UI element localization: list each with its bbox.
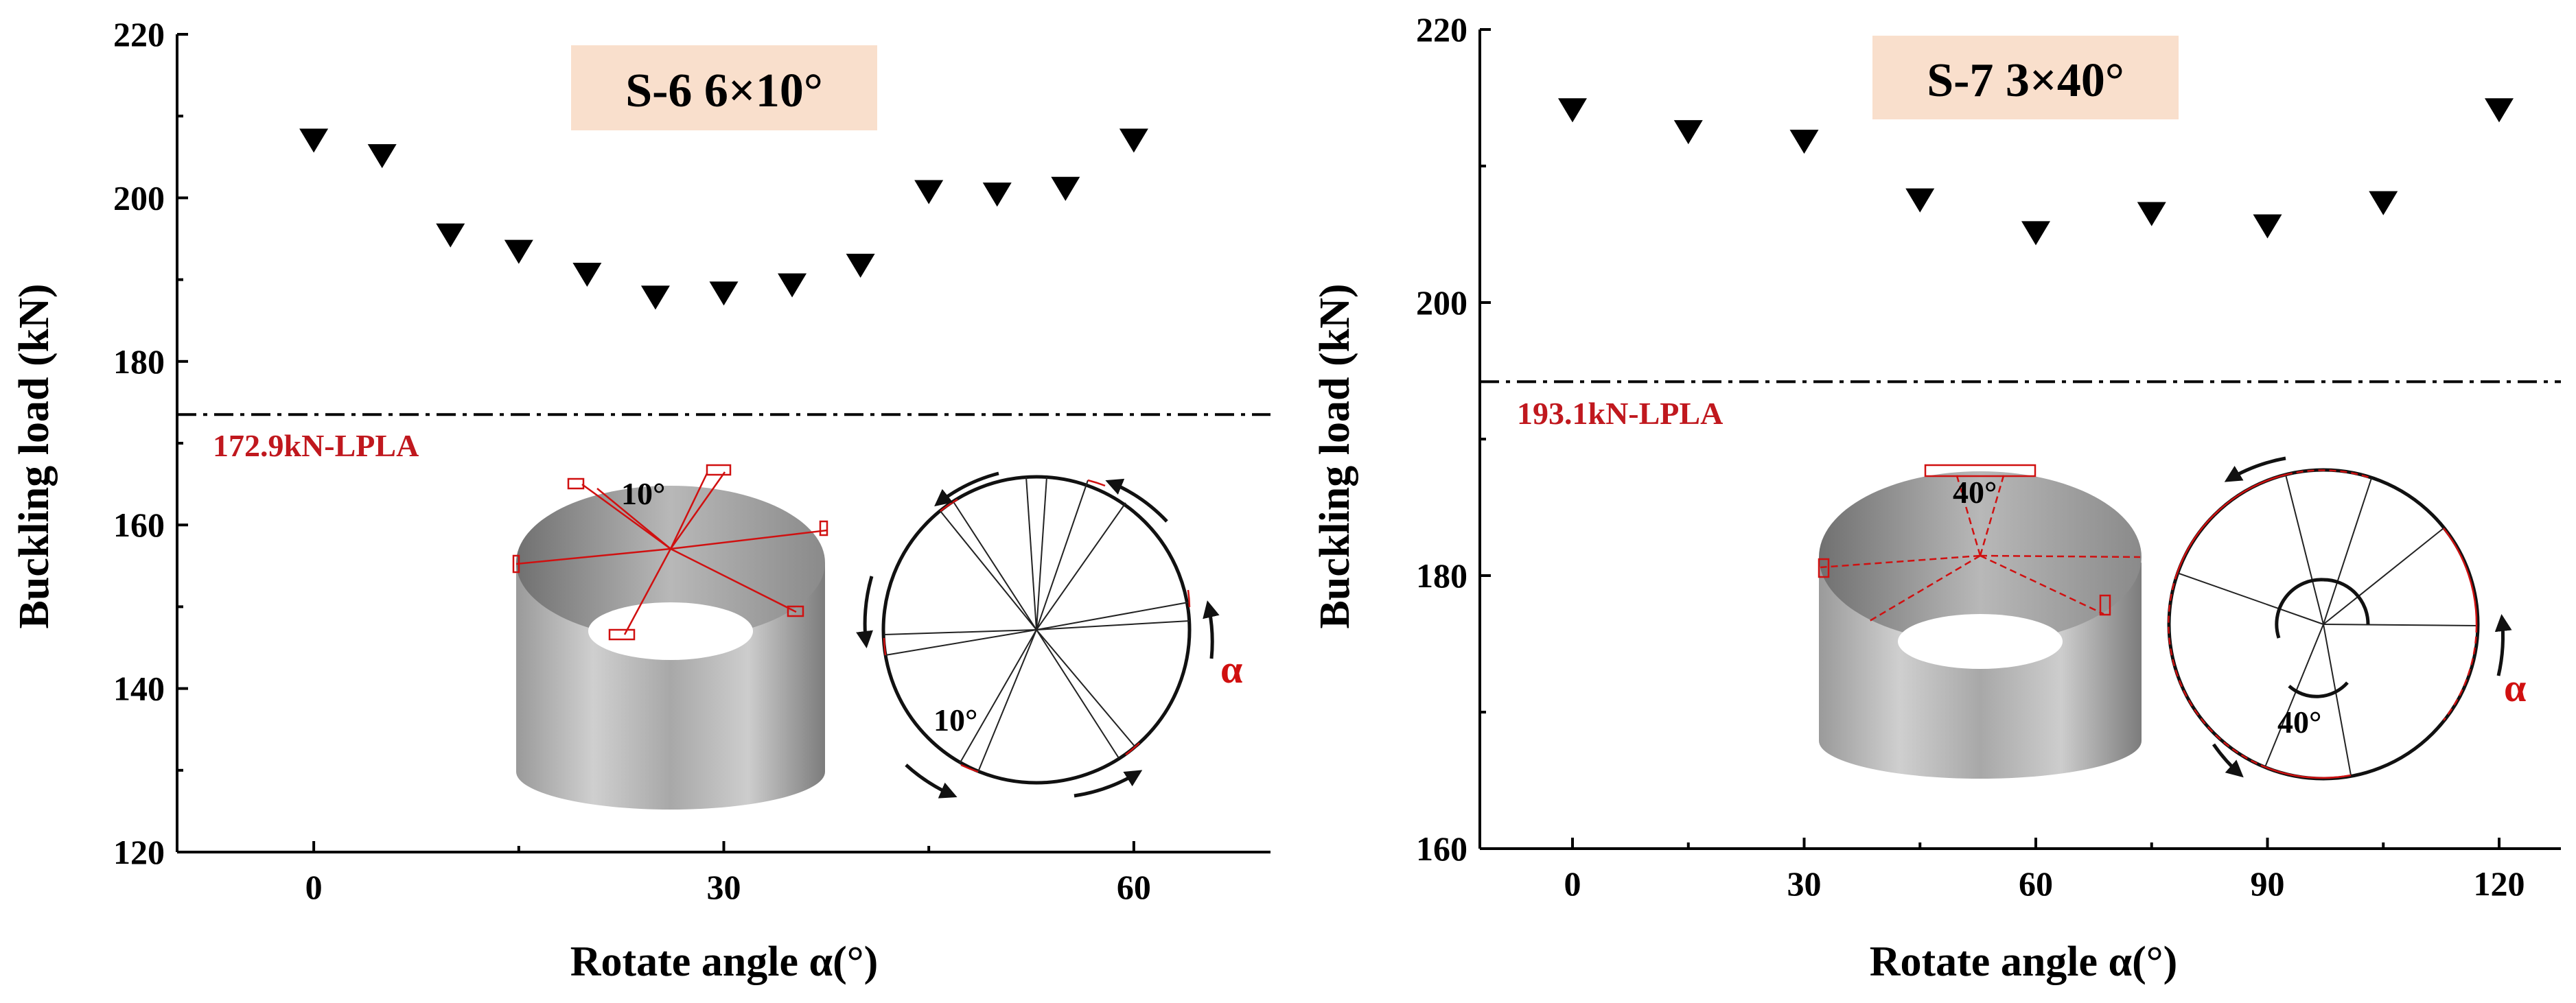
right-data-point (1673, 120, 1703, 145)
right-title-box (1872, 36, 2179, 119)
left-title-box (571, 45, 877, 130)
right-reference-label: 193.1kN-LPLA (1517, 396, 1723, 431)
right-y-tick-label: 160 (1416, 829, 1467, 868)
right-x-tick-label: 120 (2474, 864, 2525, 903)
right-data-point (2369, 191, 2398, 215)
left-y-tick-label: 140 (113, 670, 165, 708)
left-data-point (640, 285, 670, 310)
left-inset-circle: 10° α (856, 471, 1242, 799)
left-inset-cylinder: 10° (512, 464, 828, 810)
left-y-axis-title: Buckling load (kN) (11, 283, 58, 628)
right-data-point (2253, 214, 2282, 239)
left-data-point (1051, 176, 1080, 201)
left-y-tick-label: 120 (113, 833, 165, 871)
left-inset-alpha: α (1220, 647, 1242, 692)
right-y-axis-label: Buckling load (kN) (1312, 283, 1358, 628)
right-x-tick-label: 60 (2019, 864, 2053, 903)
right-data-point (2485, 98, 2514, 123)
right-x-tick-label: 30 (1787, 864, 1822, 903)
right-inset-top-angle: 40° (1953, 475, 1997, 510)
left-data-point (572, 262, 602, 287)
left-inset-bottom-angle: 10° (933, 703, 977, 738)
right-axes: 160 180 200 220 0 30 60 90 120 (1416, 10, 2561, 903)
right-inset-alpha: α (2504, 665, 2526, 710)
left-data-point (436, 223, 465, 248)
right-inset-circle: 40° α (2167, 456, 2526, 781)
left-data-point (778, 273, 807, 298)
left-inset-top-angle: 10° (621, 476, 665, 511)
right-y-tick-label: 180 (1416, 556, 1467, 595)
right-y-tick-label: 220 (1416, 10, 1467, 49)
left-data-point (846, 253, 875, 278)
left-y-tick-label: 160 (113, 506, 165, 544)
left-data-point (504, 239, 533, 264)
left-y-tick-label: 180 (113, 342, 165, 381)
right-x-axis-label: Rotate angle α(°) (1870, 939, 2178, 985)
right-x-tick-label: 90 (2251, 864, 2285, 903)
left-y-axis-label: Buckling load (kN) (11, 283, 58, 628)
left-y-tick-label: 220 (113, 15, 165, 54)
right-x-tick-label: 0 (1564, 864, 1581, 903)
left-data-point (914, 180, 944, 204)
right-data-point (2021, 221, 2050, 246)
left-data-point (367, 144, 397, 169)
left-data-point (982, 182, 1012, 207)
left-chart-panel: Buckling load (kN) Rotate angle α(°) S-6… (11, 15, 1270, 985)
left-data-series (299, 128, 1148, 310)
left-data-point (709, 281, 739, 306)
left-reference-label: 172.9kN-LPLA (213, 428, 419, 463)
right-chart-title: S-7 3×40° (1927, 54, 2124, 107)
left-chart-title: S-6 6×10° (625, 64, 823, 117)
right-data-point (1905, 188, 1935, 213)
right-data-point (2137, 202, 2166, 226)
left-data-point (1119, 128, 1148, 153)
right-inset-cylinder: 40° (1818, 464, 2142, 779)
left-x-axis-label: Rotate angle α(°) (570, 939, 879, 985)
right-data-series (1558, 98, 2514, 246)
left-axes: 120 140 160 180 200 220 0 30 60 (113, 15, 1270, 906)
left-x-tick-label: 0 (305, 868, 323, 906)
right-chart-panel: Buckling load (kN) Rotate angle α(°) S-7… (1312, 10, 2561, 985)
left-data-point (299, 128, 329, 153)
right-y-tick-label: 200 (1416, 283, 1467, 322)
right-inset-bottom-angle: 40° (2277, 705, 2321, 740)
right-data-point (1558, 98, 1587, 123)
right-data-point (1789, 130, 1819, 154)
left-x-tick-label: 60 (1117, 868, 1151, 906)
left-x-tick-label: 30 (707, 868, 741, 906)
left-y-tick-label: 200 (113, 178, 165, 217)
